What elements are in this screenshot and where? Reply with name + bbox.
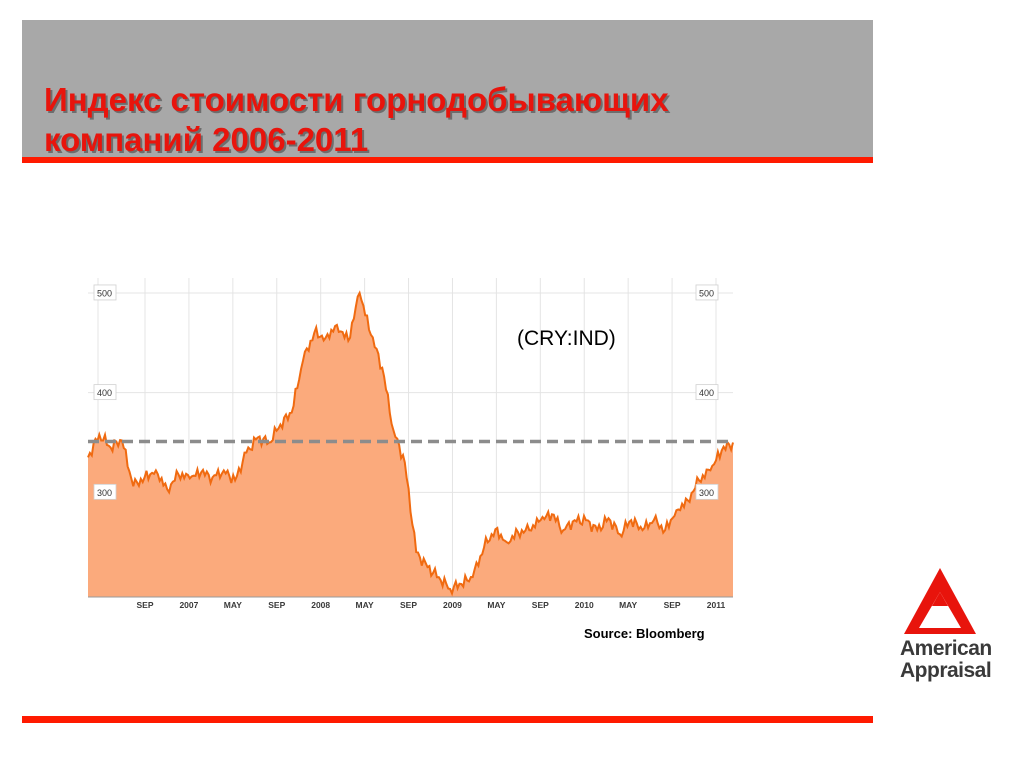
y-tick-label-right-2: 500 <box>699 288 714 298</box>
y-axis-labels: 300 300 400 400 500 500 <box>93 284 719 500</box>
slide-title-line-1: Индекс стоимости горнодобывающих <box>44 81 669 118</box>
ticker-label: (CRY:IND) <box>517 327 616 350</box>
x-tick-label-1: 2007 <box>179 600 198 610</box>
y-tick-box-right-0 <box>695 483 719 500</box>
bottom-rule <box>22 716 873 723</box>
x-tick-label-10: 2010 <box>575 600 594 610</box>
y-tick-box-left-2 <box>93 284 117 301</box>
x-tick-label-4: 2008 <box>311 600 330 610</box>
source-note: Source: Bloomberg <box>584 626 705 641</box>
logo-line-1: American <box>900 637 992 660</box>
y-tick-label-left-0: 300 <box>97 488 112 498</box>
index-area-fill <box>88 293 733 597</box>
title-underline <box>22 157 873 163</box>
logo-wordmark: American Appraisal <box>900 638 992 682</box>
x-tick-label-9: SEP <box>532 600 549 610</box>
x-tick-label-12: SEP <box>664 600 681 610</box>
y-tick-box-left-0 <box>93 483 117 500</box>
index-series-line <box>87 290 734 597</box>
x-tick-label-3: SEP <box>268 600 285 610</box>
x-tick-label-13: 2011 <box>707 600 726 610</box>
y-tick-box-right-1 <box>695 384 719 401</box>
x-tick-label-2: MAY <box>224 600 242 610</box>
y-tick-label-right-1: 400 <box>699 388 714 398</box>
x-tick-label-5: MAY <box>356 600 374 610</box>
company-logo: American Appraisal <box>896 566 1012 686</box>
y-tick-box-right-2 <box>695 284 719 301</box>
x-tick-label-6: SEP <box>400 600 417 610</box>
x-tick-label-7: 2009 <box>443 600 462 610</box>
title-band <box>22 20 873 158</box>
x-tick-label-8: MAY <box>487 600 505 610</box>
y-tick-label-left-2: 500 <box>97 288 112 298</box>
y-tick-box-left-1 <box>93 384 117 401</box>
y-tick-label-right-0: 300 <box>699 488 714 498</box>
x-tick-label-11: MAY <box>619 600 637 610</box>
red-triangle-logo-icon <box>904 568 976 634</box>
y-tick-label-left-1: 400 <box>97 388 112 398</box>
x-tick-label-0: SEP <box>136 600 153 610</box>
slide-title: Индекс стоимости горнодобывающих компани… <box>44 80 669 160</box>
slide-title-line-2: компаний 2006-2011 <box>44 121 369 158</box>
logo-line-2: Appraisal <box>900 659 992 682</box>
x-axis-labels: SEP 2007 MAY SEP 2008 MAY SEP 2009 MAY SEP 2010 MAY… <box>88 596 733 610</box>
